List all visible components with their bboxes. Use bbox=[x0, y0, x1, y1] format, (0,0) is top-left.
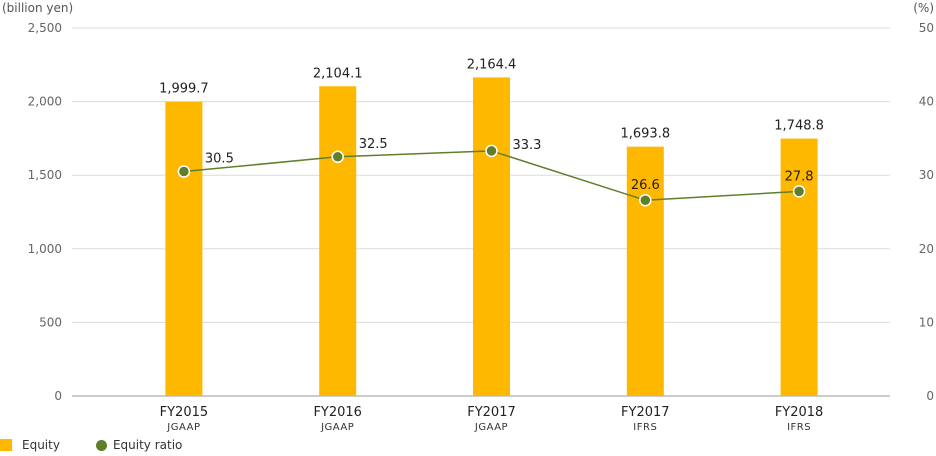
right-tick-label: 20 bbox=[919, 242, 934, 256]
right-tick-label: 10 bbox=[919, 315, 934, 329]
legend-label-equity-ratio: Equity ratio bbox=[112, 438, 183, 452]
equity-bars bbox=[165, 77, 818, 396]
left-tick-label: 2,500 bbox=[28, 21, 62, 35]
right-axis: 0 10 20 30 40 50 bbox=[919, 21, 934, 403]
left-tick-label: 0 bbox=[54, 389, 62, 403]
x-subcategory-label: JGAAP bbox=[320, 422, 354, 433]
right-axis-unit: (%) bbox=[913, 1, 934, 15]
equity-ratio-points bbox=[177, 144, 806, 207]
equity-ratio-labels: 30.5 32.5 33.3 26.6 27.8 bbox=[205, 137, 814, 193]
x-category-label: FY2017 bbox=[467, 405, 516, 420]
legend: Equity Equity ratio bbox=[0, 438, 218, 452]
equity-ratio-point bbox=[177, 165, 191, 178]
left-tick-label: 500 bbox=[39, 315, 62, 329]
equity-bar-label: 1,748.8 bbox=[774, 119, 824, 134]
x-category-label: FY2016 bbox=[313, 405, 362, 420]
equity-ratio-point bbox=[485, 144, 498, 158]
equity-chart: 0 500 1,000 1,500 2,000 2,500 0 10 20 30 40 50 (bi… bbox=[2, 1, 934, 433]
equity-bar-label: 1,999.7 bbox=[159, 82, 209, 97]
legend-swatch-equity bbox=[0, 439, 12, 451]
equity-bar-labels: 1,999.7 2,104.1 2,164.4 1,693.8 1,748.8 bbox=[159, 57, 824, 141]
equity-bar-label: 2,164.4 bbox=[467, 57, 517, 72]
equity-ratio-point bbox=[639, 193, 652, 207]
x-category-label: FY2015 bbox=[160, 405, 209, 420]
x-axis: FY2015 JGAAP FY2016 JGAAP FY2017 JGAAP FY2017 I… bbox=[160, 405, 824, 433]
x-subcategory-label: JGAAP bbox=[166, 422, 200, 433]
legend-swatch-equity-ratio bbox=[95, 439, 107, 451]
legend-label-equity: Equity bbox=[22, 438, 60, 452]
equity-bar-label: 2,104.1 bbox=[313, 66, 363, 81]
legend-item-equity-ratio: Equity ratio bbox=[95, 438, 183, 452]
left-tick-label: 2,000 bbox=[28, 95, 62, 109]
right-tick-label: 30 bbox=[919, 168, 934, 182]
x-subcategory-label: IFRS bbox=[633, 422, 657, 433]
x-subcategory-label: JGAAP bbox=[474, 422, 508, 433]
equity-ratio-label: 27.8 bbox=[785, 169, 814, 184]
equity-ratio-point bbox=[792, 185, 806, 198]
equity-bar bbox=[780, 138, 818, 396]
equity-ratio-label: 33.3 bbox=[513, 138, 542, 153]
equity-bar-label: 1,693.8 bbox=[620, 127, 670, 142]
equity-bar bbox=[165, 101, 203, 396]
right-tick-label: 0 bbox=[926, 389, 934, 403]
x-subcategory-label: IFRS bbox=[787, 422, 811, 433]
left-axis: 0 500 1,000 1,500 2,000 2,500 bbox=[28, 21, 62, 403]
left-axis-unit: (billion yen) bbox=[2, 1, 73, 15]
legend-item-equity: Equity bbox=[0, 438, 60, 452]
left-tick-label: 1,000 bbox=[28, 242, 62, 256]
equity-ratio-label: 32.5 bbox=[359, 137, 388, 152]
equity-ratio-label: 26.6 bbox=[631, 178, 660, 193]
left-tick-label: 1,500 bbox=[28, 168, 62, 182]
x-category-label: FY2017 bbox=[621, 405, 670, 420]
x-category-label: FY2018 bbox=[775, 405, 824, 420]
right-tick-label: 40 bbox=[919, 95, 934, 109]
equity-bar bbox=[473, 77, 510, 396]
equity-ratio-point bbox=[331, 150, 344, 164]
equity-ratio-label: 30.5 bbox=[205, 152, 234, 167]
right-tick-label: 50 bbox=[919, 21, 934, 35]
equity-bar bbox=[626, 146, 664, 396]
equity-bar bbox=[319, 86, 357, 396]
